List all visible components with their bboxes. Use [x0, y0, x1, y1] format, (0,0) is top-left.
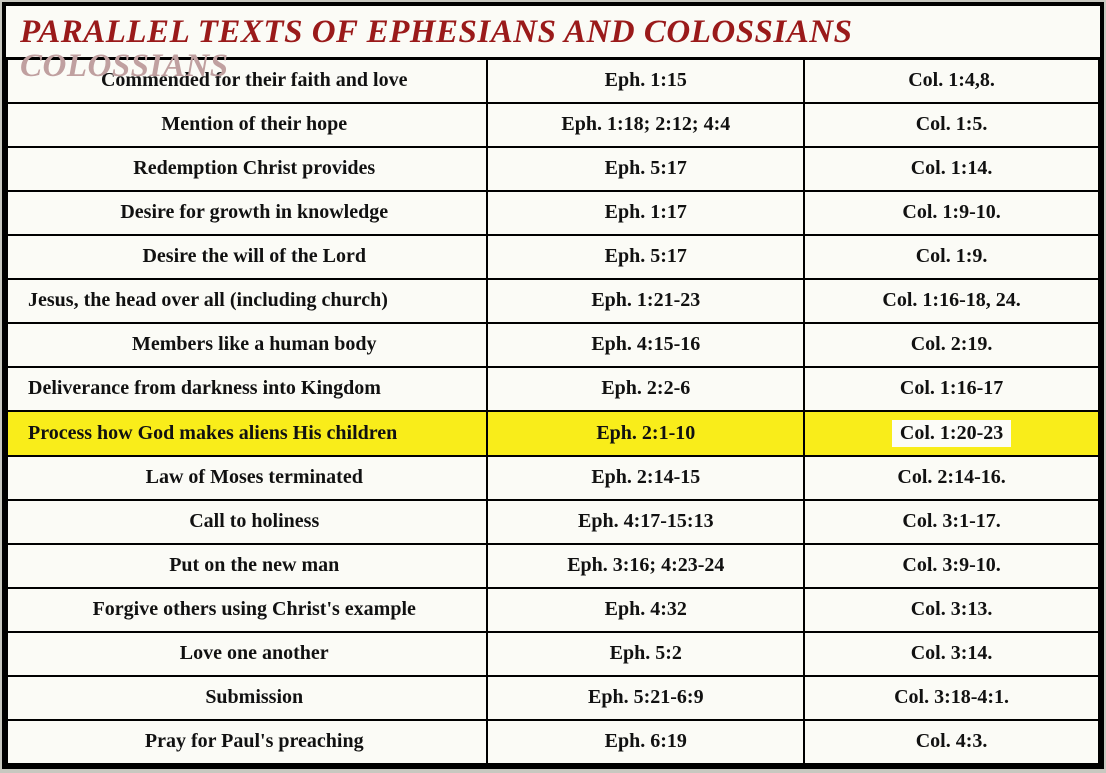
topic-cell: Forgive others using Christ's example	[7, 588, 487, 632]
topic-cell: Deliverance from darkness into Kingdom	[7, 367, 487, 411]
colossians-cell: Col. 3:9-10.	[804, 544, 1099, 588]
table-row: Redemption Christ providesEph. 5:17Col. …	[7, 147, 1099, 191]
topic-cell: Desire the will of the Lord	[7, 235, 487, 279]
ephesians-cell: Eph. 5:21-6:9	[487, 676, 804, 720]
table-row: Jesus, the head over all (including chur…	[7, 279, 1099, 323]
colossians-cell: Col. 1:5.	[804, 103, 1099, 147]
colossians-text: Col. 1:20-23	[892, 420, 1011, 447]
ephesians-cell: Eph. 2:14-15	[487, 456, 804, 500]
ephesians-cell: Eph. 5:17	[487, 147, 804, 191]
colossians-cell: Col. 1:9.	[804, 235, 1099, 279]
colossians-cell: Col. 3:18-4:1.	[804, 676, 1099, 720]
table-row: Put on the new manEph. 3:16; 4:23-24Col.…	[7, 544, 1099, 588]
ephesians-cell: Eph. 1:15	[487, 59, 804, 103]
colossians-cell: Col. 1:16-18, 24.	[804, 279, 1099, 323]
topic-cell: Call to holiness	[7, 500, 487, 544]
table-row: Desire the will of the LordEph. 5:17Col.…	[7, 235, 1099, 279]
table-row: Members like a human bodyEph. 4:15-16Col…	[7, 323, 1099, 367]
ephesians-cell: Eph. 1:17	[487, 191, 804, 235]
colossians-cell: Col. 1:20-23	[804, 411, 1099, 456]
topic-cell: Process how God makes aliens His childre…	[7, 411, 487, 456]
table-row: Call to holinessEph. 4:17-15:13Col. 3:1-…	[7, 500, 1099, 544]
topic-cell: Mention of their hope	[7, 103, 487, 147]
title-text: PARALLEL TEXTS OF EPHESIANS AND COLOSSIA…	[20, 14, 852, 50]
colossians-cell: Col. 3:14.	[804, 632, 1099, 676]
topic-cell: Jesus, the head over all (including chur…	[7, 279, 487, 323]
ephesians-cell: Eph. 6:19	[487, 720, 804, 764]
ephesians-cell: Eph. 2:2-6	[487, 367, 804, 411]
topic-cell: Members like a human body	[7, 323, 487, 367]
topic-cell: Redemption Christ provides	[7, 147, 487, 191]
ephesians-cell: Eph. 4:17-15:13	[487, 500, 804, 544]
table-row: Desire for growth in knowledgeEph. 1:17C…	[7, 191, 1099, 235]
ephesians-cell: Eph. 3:16; 4:23-24	[487, 544, 804, 588]
topic-cell: Pray for Paul's preaching	[7, 720, 487, 764]
table-row: SubmissionEph. 5:21-6:9Col. 3:18-4:1.	[7, 676, 1099, 720]
table-row: Love one anotherEph. 5:2Col. 3:14.	[7, 632, 1099, 676]
topic-cell: Put on the new man	[7, 544, 487, 588]
table-row: Pray for Paul's preachingEph. 6:19Col. 4…	[7, 720, 1099, 764]
ephesians-cell: Eph. 2:1-10	[487, 411, 804, 456]
ephesians-cell: Eph. 5:2	[487, 632, 804, 676]
table-row: Process how God makes aliens His childre…	[7, 411, 1099, 456]
parallel-texts-table: Commended for their faith and loveEph. 1…	[6, 57, 1100, 765]
colossians-cell: Col. 2:14-16.	[804, 456, 1099, 500]
table-row: Deliverance from darkness into KingdomEp…	[7, 367, 1099, 411]
colossians-cell: Col. 1:4,8.	[804, 59, 1099, 103]
colossians-cell: Col. 2:19.	[804, 323, 1099, 367]
ephesians-cell: Eph. 4:32	[487, 588, 804, 632]
table-row: Law of Moses terminatedEph. 2:14-15Col. …	[7, 456, 1099, 500]
ephesians-cell: Eph. 1:18; 2:12; 4:4	[487, 103, 804, 147]
ephesians-cell: Eph. 1:21-23	[487, 279, 804, 323]
table-row: Mention of their hopeEph. 1:18; 2:12; 4:…	[7, 103, 1099, 147]
page-title: PARALLEL TEXTS OF EPHESIANS AND COLOSSIA…	[6, 6, 1100, 57]
topic-cell: Submission	[7, 676, 487, 720]
ephesians-cell: Eph. 5:17	[487, 235, 804, 279]
colossians-cell: Col. 3:1-17.	[804, 500, 1099, 544]
table-row: Forgive others using Christ's exampleEph…	[7, 588, 1099, 632]
topic-cell: Law of Moses terminated	[7, 456, 487, 500]
colossians-cell: Col. 3:13.	[804, 588, 1099, 632]
title-shadow-text: COLOSSIANS	[20, 48, 229, 85]
topic-cell: Desire for growth in knowledge	[7, 191, 487, 235]
colossians-cell: Col. 4:3.	[804, 720, 1099, 764]
topic-cell: Love one another	[7, 632, 487, 676]
colossians-cell: Col. 1:16-17	[804, 367, 1099, 411]
parallel-texts-table-container: PARALLEL TEXTS OF EPHESIANS AND COLOSSIA…	[2, 2, 1104, 769]
colossians-cell: Col. 1:14.	[804, 147, 1099, 191]
ephesians-cell: Eph. 4:15-16	[487, 323, 804, 367]
colossians-cell: Col. 1:9-10.	[804, 191, 1099, 235]
